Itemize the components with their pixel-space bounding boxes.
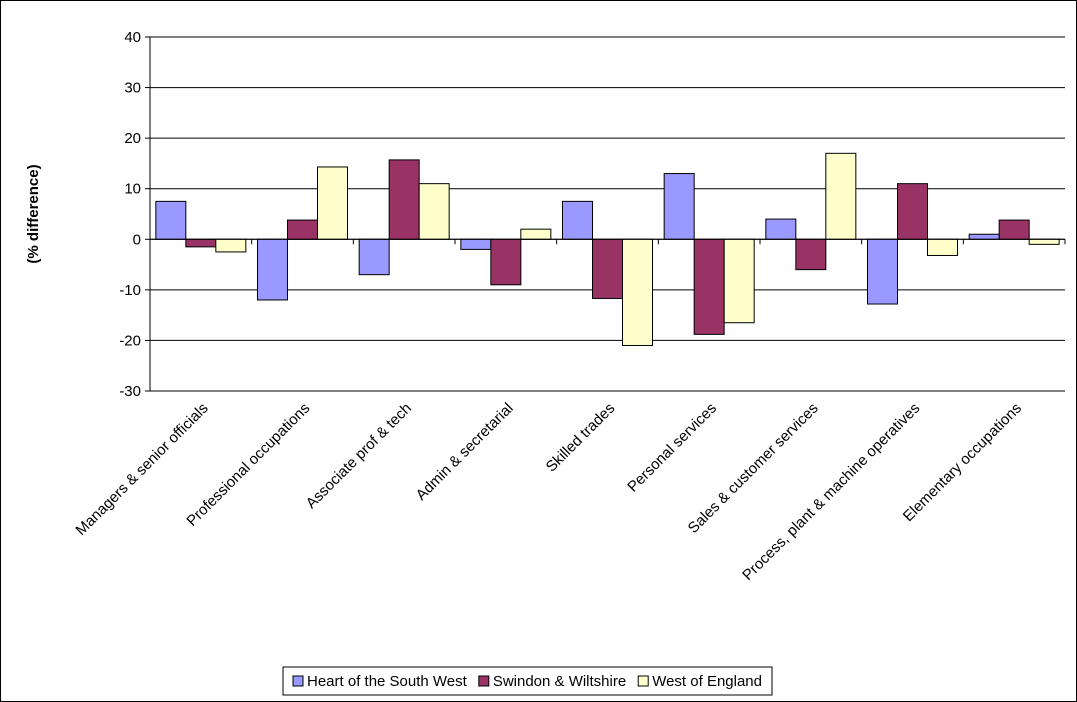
bar	[622, 238, 653, 346]
bar	[795, 238, 827, 271]
y-tick-label: 40	[124, 29, 141, 46]
bar	[723, 238, 755, 324]
legend-label: Swindon & Wiltshire	[493, 673, 626, 690]
bar	[388, 159, 420, 240]
y-tick-label: -30	[119, 383, 141, 400]
bar	[418, 183, 450, 240]
bar	[155, 200, 187, 240]
bar	[765, 218, 797, 240]
bar	[185, 238, 217, 248]
bar	[287, 219, 318, 240]
bar	[562, 200, 593, 240]
legend-swatch	[478, 675, 490, 687]
legend-label: Heart of the South West	[307, 673, 468, 690]
bar	[215, 238, 247, 253]
bar	[663, 173, 695, 240]
legend: Heart of the South West Swindon & Wiltshi…	[282, 666, 773, 696]
legend-swatch	[637, 675, 649, 687]
legend-swatch	[292, 675, 304, 687]
bar	[1028, 238, 1060, 245]
bar	[927, 238, 958, 256]
bar	[520, 228, 552, 240]
bar	[968, 233, 1000, 240]
y-tick-label: -20	[119, 332, 141, 349]
bar	[317, 166, 348, 240]
bar	[825, 152, 857, 240]
y-tick-label: -10	[119, 282, 141, 299]
bar	[998, 219, 1030, 240]
bar	[257, 238, 288, 301]
bar	[460, 238, 492, 250]
bar	[490, 238, 522, 286]
legend-box	[282, 666, 773, 696]
bar	[693, 238, 725, 335]
bar	[897, 183, 928, 240]
y-tick-label: 30	[124, 80, 141, 97]
y-tick-label: 20	[124, 130, 141, 147]
bar	[592, 238, 623, 299]
bar	[358, 238, 390, 276]
y-axis-label: (% difference)	[25, 164, 42, 263]
bar	[867, 238, 898, 305]
y-tick-label: 10	[124, 181, 141, 198]
y-tick-label: 0	[133, 231, 141, 248]
legend-label: West of England	[652, 673, 762, 690]
